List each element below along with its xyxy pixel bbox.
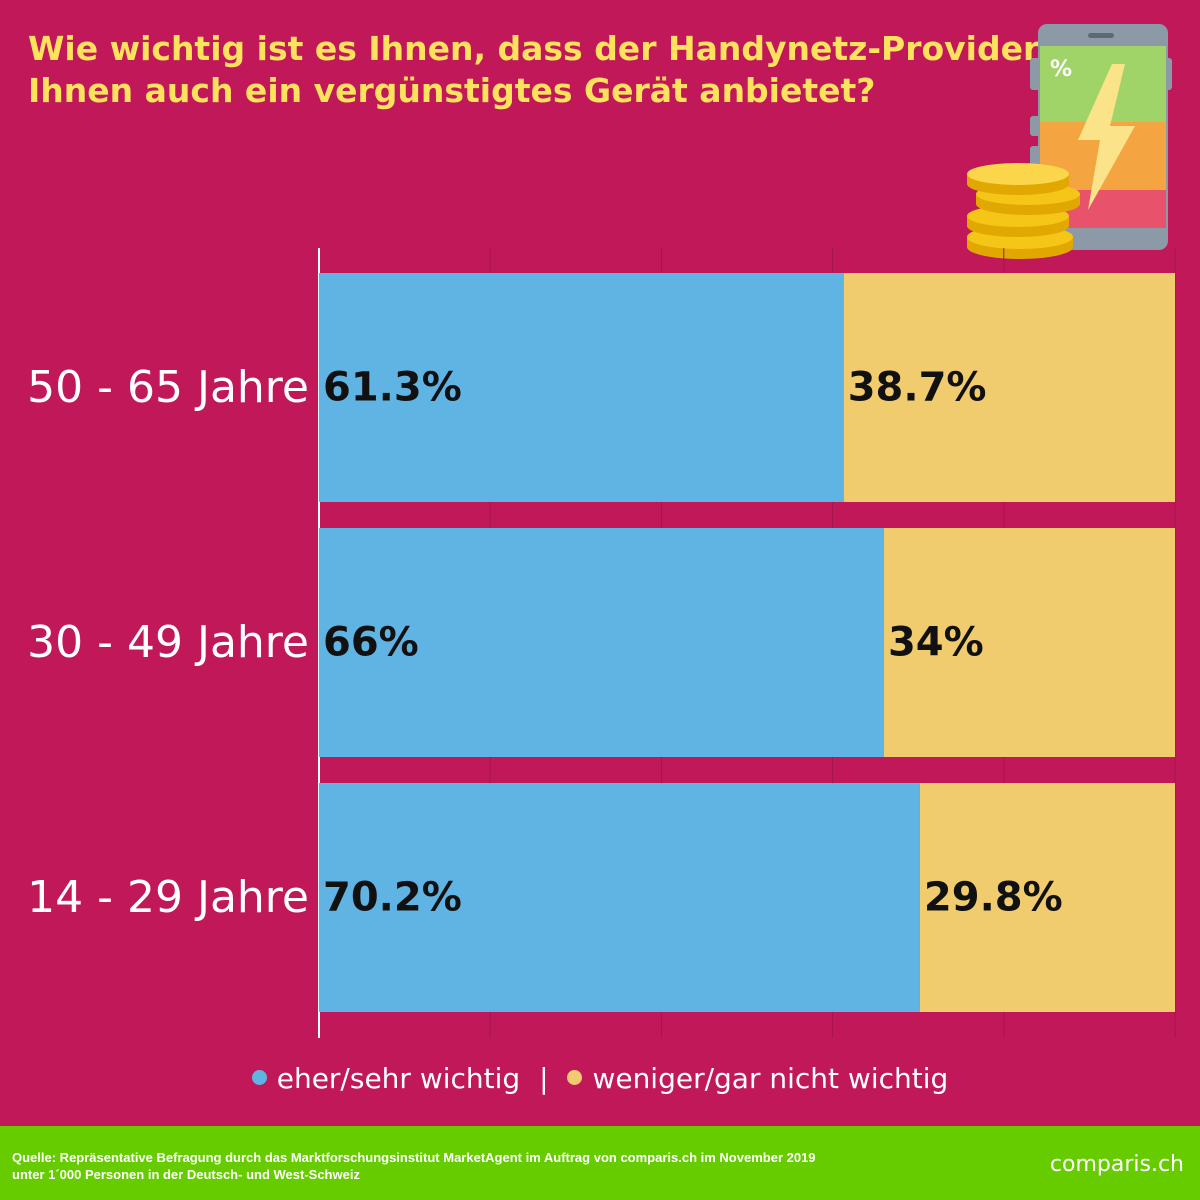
legend-dot-1: [251, 1069, 267, 1085]
bar-3-1: [319, 783, 920, 1012]
legend-label-1: eher/sehr wichtig: [276, 1062, 521, 1095]
comparis-logo[interactable]: comparis.ch: [1049, 1152, 1184, 1177]
value-label-1-1: 61.3%: [323, 365, 462, 411]
category-label-3: 14 - 29 Jahre: [27, 872, 309, 923]
value-label-1-2: 38.7%: [848, 365, 987, 411]
bar-3-2: [919, 783, 1175, 1012]
bar-2-1: [319, 528, 884, 757]
stacked-bar-chart: 61.3% 38.7% 50 - 65 Jahre 66% 34% 30 - 49 Jah…: [27, 248, 1176, 1038]
phone-coins-illustration: %: [967, 24, 1172, 259]
svg-text:%: %: [1050, 57, 1072, 82]
source-line-1: Quelle: Repräsentative Befragung durch d…: [12, 1150, 816, 1165]
legend-separator: |: [539, 1062, 549, 1095]
legend-item-1: eher/sehr wichtig: [251, 1062, 521, 1095]
bar-1-1: [319, 273, 844, 502]
title-line-1: Wie wichtig ist es Ihnen, dass der Handy…: [28, 29, 1040, 68]
bar-2-2: [883, 528, 1175, 757]
footer: Quelle: Repräsentative Befragung durch d…: [0, 1126, 1200, 1200]
labels: 61.3% 38.7% 50 - 65 Jahre 66% 34% 30 - 49 Jah…: [27, 362, 1063, 923]
bars: [319, 273, 1175, 1012]
legend-item-2: weniger/gar nicht wichtig: [567, 1062, 948, 1095]
title-line-2: Ihnen auch ein vergünstigtes Gerät anbie…: [28, 71, 876, 110]
legend: eher/sehr wichtig | weniger/gar nicht wi…: [0, 1062, 1200, 1095]
value-label-2-2: 34%: [888, 620, 984, 666]
value-label-2-1: 66%: [323, 620, 419, 666]
legend-label-2: weniger/gar nicht wichtig: [592, 1062, 949, 1095]
source-line-2: unter 1´000 Personen in der Deutsch- und…: [12, 1167, 360, 1182]
category-label-2: 30 - 49 Jahre: [27, 617, 309, 668]
value-label-3-1: 70.2%: [323, 875, 462, 921]
legend-dot-2: [567, 1069, 583, 1085]
category-label-1: 50 - 65 Jahre: [27, 362, 309, 413]
value-label-3-2: 29.8%: [924, 875, 1063, 921]
chart-title: Wie wichtig ist es Ihnen, dass der Handy…: [28, 28, 1040, 112]
bar-1-2: [843, 273, 1175, 502]
source-note: Quelle: Repräsentative Befragung durch d…: [12, 1149, 952, 1183]
